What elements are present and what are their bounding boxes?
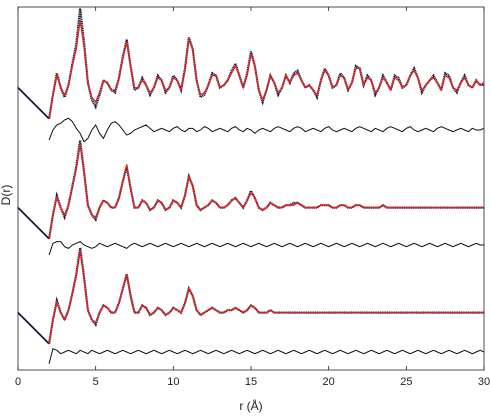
x-tick-label: 20 (323, 376, 335, 388)
panel-2-observed-lead (17, 206, 50, 240)
y-axis-label: D(r) (0, 185, 13, 206)
panel-1-calculated-series (48, 20, 484, 119)
plot-content (17, 8, 485, 364)
x-axis-label: r (Å) (239, 398, 262, 413)
panel-2-difference-series (48, 241, 484, 256)
panel-3-observed-lead (17, 311, 50, 345)
x-tick-label: 30 (478, 376, 490, 388)
panel-1-observed-lead (17, 86, 50, 120)
panel-3-calculated-series (48, 250, 484, 344)
x-tick-label: 15 (245, 376, 257, 388)
panel-3 (17, 247, 485, 364)
x-ticks: 0 5 10 15 20 25 30 (15, 7, 490, 388)
x-tick-label: 0 (15, 376, 21, 388)
panel-3-difference-series (48, 347, 485, 364)
panel-1 (17, 8, 485, 143)
panel-2 (17, 140, 484, 256)
panel-1-difference-series (48, 117, 485, 143)
x-tick-label: 5 (93, 376, 99, 388)
panel-2-calculated-series (48, 145, 484, 239)
x-tick-label: 10 (167, 376, 179, 388)
x-tick-label: 25 (400, 376, 412, 388)
